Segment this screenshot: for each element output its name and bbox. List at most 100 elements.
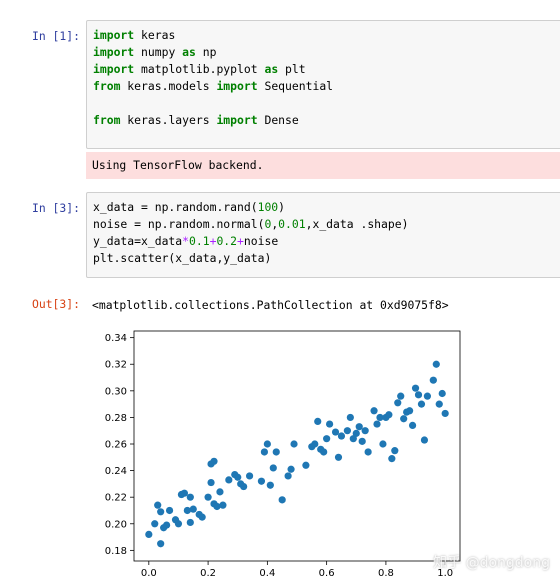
scatter-point	[411, 384, 420, 392]
scatter-point	[429, 376, 437, 384]
scatter-point	[408, 421, 417, 429]
code-token: import	[93, 45, 135, 59]
scatter-point	[417, 400, 426, 408]
y-tick-label: 0.22	[105, 493, 127, 504]
y-tick-label: 0.34	[105, 333, 127, 344]
scatter-point	[284, 472, 292, 480]
scatter-point	[287, 465, 295, 473]
x-tick-label: 0.2	[200, 568, 216, 579]
y-tick-label: 0.26	[105, 440, 127, 451]
code-line: noise = np.random.normal(0,0.01,x_data .…	[93, 216, 559, 233]
scatter-point	[269, 464, 277, 472]
scatter-point	[397, 392, 405, 400]
x-tick-label: 0.8	[378, 568, 394, 579]
scatter-point	[219, 501, 227, 509]
watermark: 知乎 @dongdong	[433, 555, 550, 571]
code-line: x_data = np.random.rand(100)	[93, 199, 559, 216]
scatter-point	[379, 440, 387, 448]
code-token: plt.scatter(x_data,y_data)	[93, 251, 272, 265]
code-token: *	[182, 234, 190, 248]
code-token: y_data=x_data	[93, 234, 183, 248]
y-tick-label: 0.18	[105, 546, 127, 557]
code-token: matplotlib.pyplot	[134, 62, 265, 76]
scatter-point	[216, 488, 224, 496]
scatter-point	[157, 508, 165, 516]
scatter-point	[183, 506, 191, 515]
code-token: import	[216, 113, 258, 127]
scatter-point	[272, 448, 280, 456]
scatter-point	[186, 493, 194, 501]
scatter-point	[373, 420, 381, 428]
scatter-point	[361, 427, 369, 435]
code-token: 0.2	[216, 234, 238, 248]
code-token: 100	[257, 200, 279, 214]
scatter-point	[326, 420, 334, 428]
code-token: as	[264, 62, 279, 76]
scatter-point	[165, 506, 174, 515]
scatter-point	[266, 481, 274, 489]
code-token: ,	[271, 217, 279, 231]
scatter-point	[278, 496, 286, 504]
code-token: import	[216, 79, 258, 93]
scatter-point	[145, 530, 153, 539]
code-line: from keras.models import Sequential	[93, 78, 559, 95]
scatter-point	[186, 518, 194, 527]
x-tick-label: 1.0	[437, 568, 453, 579]
code-token: from	[93, 79, 121, 93]
code-line	[93, 95, 559, 112]
y-tick-label: 0.30	[105, 386, 127, 397]
input-prompt-3: In [3]:	[31, 201, 80, 215]
x-tick-label: 0.6	[319, 568, 335, 579]
y-tick-label: 0.20	[105, 519, 127, 530]
scatter-point	[331, 428, 340, 436]
code-token: x_data = np.random.rand(	[93, 200, 258, 214]
code-line: y_data=x_data*0.1+0.2+noise	[93, 233, 559, 250]
scatter-point	[388, 455, 396, 463]
code-token: np	[195, 45, 217, 59]
scatter-point	[337, 432, 346, 440]
scatter-point	[334, 453, 343, 461]
scatter-point	[180, 489, 188, 497]
scatter-point	[406, 407, 414, 415]
scatter-point	[260, 448, 268, 456]
code-token: as	[182, 45, 196, 59]
scatter-point	[290, 440, 298, 448]
code-token: from	[93, 113, 121, 127]
scatter-point	[154, 501, 162, 509]
code-token: )	[278, 200, 286, 214]
code-line: import matplotlib.pyplot as plt	[93, 61, 559, 78]
scatter-point	[376, 413, 384, 422]
scatter-point	[263, 440, 271, 448]
scatter-point	[423, 392, 431, 400]
code-token: +	[237, 234, 244, 248]
code-token: +	[209, 234, 217, 248]
code-token: keras.layers	[120, 113, 217, 127]
code-token: ,x_data .shape)	[305, 217, 409, 231]
code-cell-3[interactable]: x_data = np.random.rand(100) noise = np.r…	[86, 192, 560, 278]
scatter-point	[349, 435, 357, 443]
y-tick-label: 0.28	[105, 413, 127, 424]
code-token: 0.1	[189, 234, 210, 248]
scatter-point	[163, 521, 171, 529]
scatter-plot: 0.0 0.2 0.4 0.6 0.8 1.0 0.18 0.20 0.22 0.24 0.26 0.…	[105, 330, 461, 579]
scatter-point	[225, 476, 233, 484]
scatter-point	[343, 427, 351, 435]
scatter-point	[151, 520, 159, 528]
stderr-output: Using TensorFlow backend.	[86, 152, 560, 179]
scatter-point	[311, 440, 319, 448]
scatter-point	[198, 513, 206, 521]
y-tick-label: 0.32	[105, 360, 127, 371]
scatter-point	[355, 423, 363, 431]
scatter-point	[435, 400, 443, 408]
code-editor[interactable]: import keras import numpy as np import mat…	[93, 27, 559, 129]
code-editor[interactable]: x_data = np.random.rand(100) noise = np.r…	[93, 199, 559, 267]
scatter-point	[364, 448, 372, 456]
scatter-point	[394, 399, 402, 407]
code-cell-1[interactable]: import keras import numpy as np import mat…	[86, 20, 560, 149]
code-token: noise	[243, 234, 279, 248]
scatter-point	[438, 389, 446, 398]
scatter-point	[213, 502, 221, 511]
code-token: import	[93, 28, 135, 42]
scatter-point	[245, 472, 254, 480]
y-tick-label: 0.24	[105, 466, 127, 477]
